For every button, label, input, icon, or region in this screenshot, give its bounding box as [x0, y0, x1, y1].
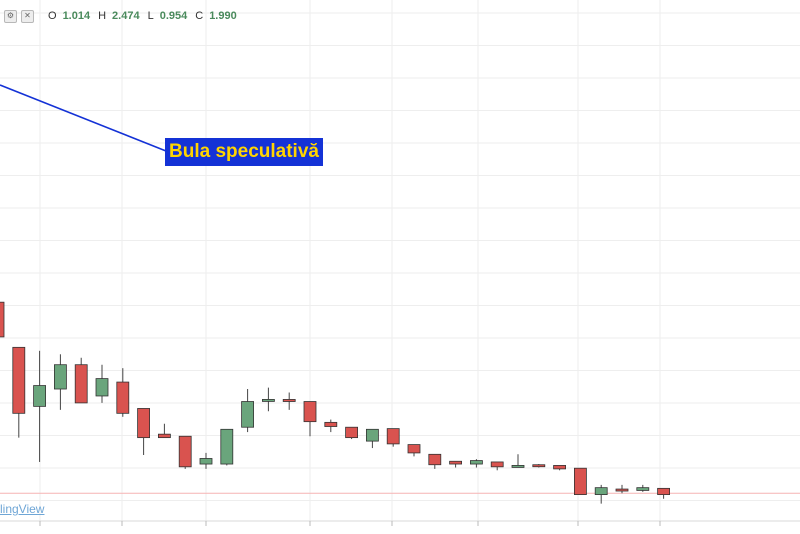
- candle-body: [12, 346, 26, 414]
- candle[interactable]: [137, 408, 151, 456]
- settings-icon[interactable]: ⚙: [4, 9, 17, 23]
- candle[interactable]: [241, 389, 255, 433]
- candle-body: [449, 460, 463, 465]
- candle-body: [428, 453, 442, 466]
- low-value: 0.954: [159, 10, 188, 22]
- ohlc-legend: O 1.014 H 2.474 L 0.954 C 1.990: [48, 10, 239, 22]
- candle[interactable]: [324, 419, 338, 433]
- candle-body: [469, 460, 483, 465]
- candle-body: [365, 428, 379, 442]
- candle[interactable]: [615, 484, 629, 494]
- candle[interactable]: [553, 465, 566, 471]
- open-value: 1.014: [62, 10, 91, 22]
- watermark-link[interactable]: lingView: [0, 502, 45, 516]
- candle-body: [594, 487, 608, 496]
- candle[interactable]: [220, 428, 234, 466]
- candle[interactable]: [657, 487, 670, 499]
- candle-body: [241, 401, 255, 428]
- candle-body: [261, 399, 275, 402]
- candle[interactable]: [594, 484, 608, 504]
- candle-body: [137, 408, 151, 439]
- candle[interactable]: [54, 354, 67, 410]
- candle[interactable]: [469, 459, 483, 468]
- candle-body: [657, 487, 670, 496]
- candle[interactable]: [636, 484, 650, 492]
- candle[interactable]: [449, 460, 463, 468]
- low-key: L: [147, 10, 154, 22]
- candle-body: [282, 399, 296, 402]
- candle-body: [0, 301, 5, 338]
- candle[interactable]: [511, 454, 525, 468]
- candle-body: [636, 487, 650, 491]
- candle[interactable]: [261, 387, 275, 412]
- candle-body: [220, 428, 234, 465]
- candle-body: [532, 464, 546, 468]
- series-toolbar: ⚙ ✕ O 1.014 H 2.474 L 0.954 C 1.990: [0, 6, 239, 26]
- candle-body: [407, 444, 421, 454]
- candle[interactable]: [12, 346, 26, 438]
- candle[interactable]: [74, 357, 88, 404]
- candle[interactable]: [574, 467, 587, 496]
- candle[interactable]: [428, 453, 442, 469]
- candle[interactable]: [157, 423, 171, 439]
- candle-body: [54, 364, 67, 390]
- candle-body: [199, 458, 213, 465]
- candle-body: [345, 426, 359, 439]
- candle[interactable]: [365, 428, 379, 449]
- trendline[interactable]: [0, 84, 167, 152]
- candle-body: [574, 467, 587, 496]
- close-icon[interactable]: ✕: [21, 9, 34, 23]
- candle[interactable]: [490, 461, 504, 471]
- candle-body: [74, 364, 88, 404]
- x-axis-ticks: [39, 521, 661, 526]
- high-key: H: [98, 10, 107, 22]
- candle-body: [33, 385, 46, 407]
- candle-body: [615, 488, 629, 492]
- high-value: 2.474: [112, 10, 140, 22]
- candle[interactable]: [303, 401, 317, 437]
- candle[interactable]: [199, 452, 213, 469]
- candle[interactable]: [33, 350, 46, 462]
- candle-body: [157, 433, 171, 439]
- open-key: O: [48, 10, 57, 22]
- candle-body: [116, 381, 130, 414]
- annotation-callout[interactable]: Bula speculativă: [165, 138, 323, 166]
- candle[interactable]: [116, 368, 130, 417]
- candle[interactable]: [178, 435, 192, 469]
- candle[interactable]: [0, 264, 5, 365]
- candle[interactable]: [386, 428, 400, 447]
- candle-body: [303, 401, 317, 423]
- candle-body: [178, 435, 192, 468]
- candle[interactable]: [95, 364, 109, 403]
- candle[interactable]: [532, 464, 546, 468]
- chart-grid: [0, 0, 800, 521]
- candle-body: [553, 465, 566, 470]
- close-value: 1.990: [209, 10, 237, 22]
- candle[interactable]: [282, 392, 296, 410]
- candle-body: [490, 461, 504, 468]
- candle-body: [386, 428, 400, 445]
- candles: [0, 264, 670, 504]
- candle-body: [511, 465, 525, 468]
- close-key: C: [195, 10, 204, 22]
- candle[interactable]: [407, 444, 421, 457]
- candle-body: [324, 421, 338, 427]
- candle[interactable]: [345, 426, 359, 440]
- candle-body: [95, 378, 109, 397]
